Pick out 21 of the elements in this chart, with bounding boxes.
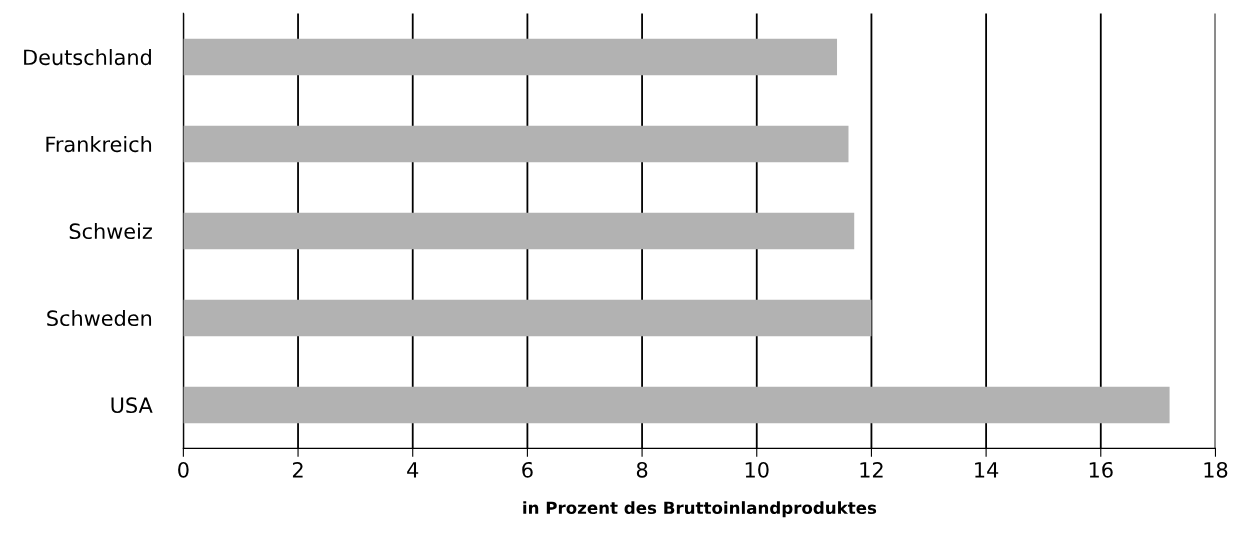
bar bbox=[183, 386, 1170, 424]
bar bbox=[183, 299, 872, 337]
x-tick-label: 14 bbox=[975, 462, 999, 478]
x-tick-label: 4 bbox=[407, 462, 419, 478]
bar bbox=[183, 38, 838, 76]
y-tick-label: USA bbox=[111, 397, 153, 414]
y-tick-label: Frankreich bbox=[46, 136, 152, 153]
x-tick-label: 18 bbox=[1204, 461, 1228, 478]
x-tick-label: 12 bbox=[860, 461, 883, 478]
y-tick-label: Schweden bbox=[47, 309, 152, 327]
y-tick-label: Deutschland bbox=[24, 49, 151, 66]
x-tick-label: 0 bbox=[178, 461, 189, 478]
x-tick-label: 2 bbox=[292, 461, 303, 478]
bar bbox=[183, 125, 849, 163]
bar bbox=[183, 212, 855, 250]
x-tick-label: 16 bbox=[1089, 461, 1113, 478]
x-axis-title: in Prozent des Bruttoinlandproduktes bbox=[523, 501, 877, 518]
x-tick-label: 8 bbox=[636, 461, 648, 478]
x-tick-label: 6 bbox=[522, 461, 533, 478]
x-tick-label: 10 bbox=[745, 461, 769, 478]
y-tick-label: Schweiz bbox=[69, 222, 152, 240]
